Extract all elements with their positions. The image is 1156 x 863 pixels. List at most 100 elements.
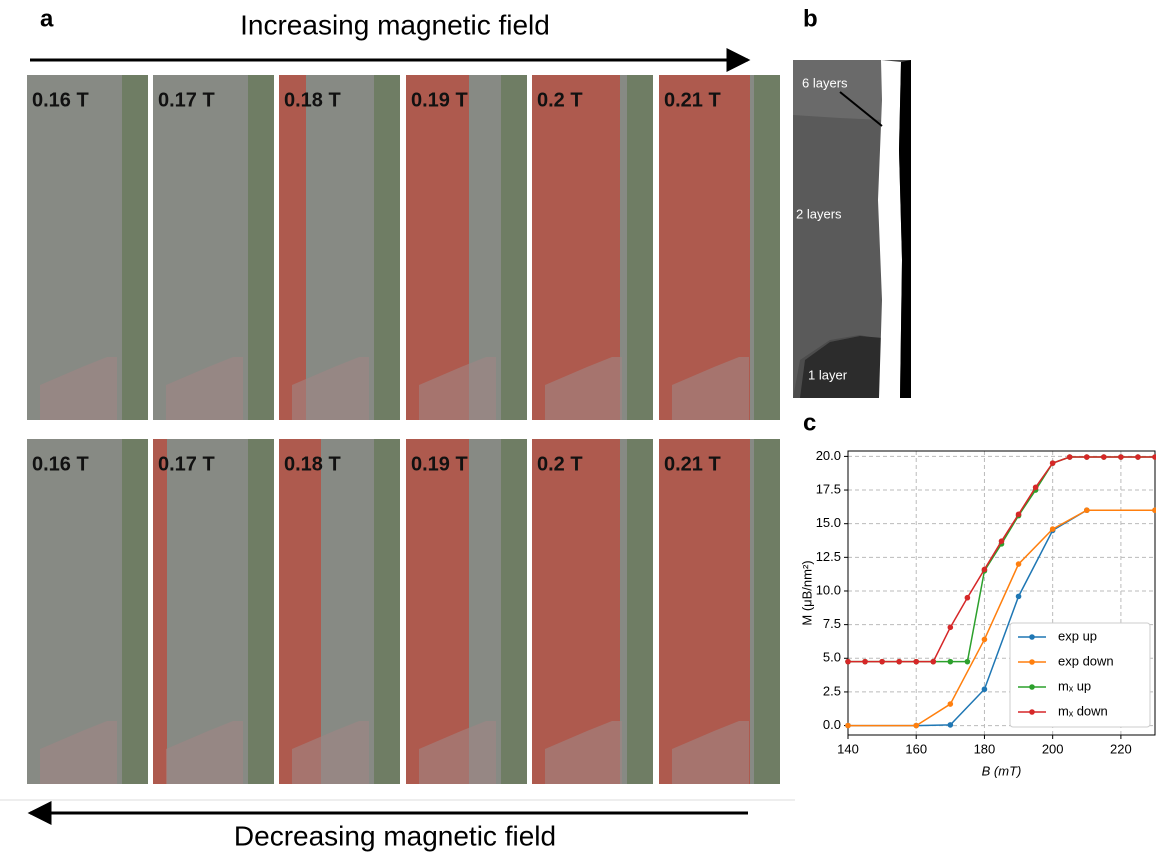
- patch: [419, 721, 496, 784]
- patch: [292, 721, 369, 784]
- legend-dot: [1029, 659, 1035, 665]
- legend: [1009, 622, 1151, 728]
- point: [981, 636, 988, 643]
- field-label: 0.16 T: [32, 89, 89, 111]
- field-label: 0.18 T: [284, 89, 341, 111]
- patch: [166, 721, 243, 784]
- patch: [419, 357, 496, 420]
- point: [1015, 593, 1022, 600]
- legend-label: mₓ up: [1058, 678, 1091, 693]
- patch: [672, 721, 749, 784]
- y-tick-label: 12.5: [816, 549, 841, 564]
- stripe: [754, 75, 780, 420]
- layer-image: [793, 60, 911, 398]
- point: [1083, 507, 1090, 514]
- patch: [545, 357, 622, 420]
- point: [879, 658, 885, 665]
- x-tick-label: 220: [1110, 741, 1132, 756]
- point: [1118, 454, 1124, 460]
- stripe: [248, 439, 274, 784]
- point: [1101, 454, 1107, 460]
- point: [947, 658, 954, 665]
- point: [862, 658, 868, 665]
- point: [947, 701, 954, 707]
- y-tick-label: 20.0: [816, 448, 841, 463]
- stripe: [122, 439, 148, 784]
- field-label: 0.18 T: [284, 453, 341, 475]
- stripe: [374, 75, 400, 420]
- patch: [545, 721, 622, 784]
- point: [947, 722, 954, 728]
- point: [1049, 460, 1056, 466]
- y-tick-label: 10.0: [816, 582, 841, 597]
- stripe: [754, 439, 780, 784]
- point: [964, 658, 971, 665]
- panel-label: a: [40, 5, 54, 32]
- field-label: 0.2 T: [537, 453, 583, 475]
- stripe: [627, 439, 653, 784]
- point: [947, 624, 954, 631]
- field-label: 0.21 T: [664, 89, 721, 111]
- point: [981, 566, 988, 573]
- legend-dot: [1029, 684, 1035, 690]
- legend-label: mₓ down: [1058, 703, 1108, 718]
- legend-dot: [1029, 634, 1035, 640]
- plot-frame: [847, 450, 1156, 736]
- y-tick-label: 5.0: [823, 650, 841, 665]
- stripe: [627, 75, 653, 420]
- legend-dot: [1029, 709, 1035, 715]
- point: [1015, 511, 1022, 518]
- domain: [279, 439, 321, 784]
- point: [1083, 454, 1090, 460]
- point: [845, 722, 851, 729]
- point: [845, 658, 851, 665]
- x-tick-label: 140: [837, 741, 859, 756]
- domain: [153, 439, 167, 784]
- legend-label: exp down: [1058, 653, 1114, 668]
- point: [1152, 454, 1156, 460]
- field-label: 0.17 T: [158, 453, 215, 475]
- arrow-caption: Decreasing magnetic field: [234, 820, 556, 851]
- patch: [40, 357, 117, 420]
- y-axis-label: M (μB/nm²): [799, 560, 814, 625]
- arrow-caption: Increasing magnetic field: [240, 9, 550, 40]
- point: [1049, 526, 1056, 532]
- field-label: 0.21 T: [664, 453, 721, 475]
- field-label: 0.19 T: [411, 89, 468, 111]
- field-label: 0.19 T: [411, 453, 468, 475]
- y-tick-label: 2.5: [823, 683, 841, 698]
- domain: [406, 439, 469, 784]
- x-tick-label: 200: [1042, 741, 1064, 756]
- point: [1152, 507, 1156, 514]
- point: [896, 658, 902, 665]
- x-tick-label: 160: [905, 741, 927, 756]
- y-tick-label: 15.0: [816, 515, 841, 530]
- field-label: 0.17 T: [158, 89, 215, 111]
- patch: [672, 357, 749, 420]
- point: [913, 722, 920, 729]
- patch: [166, 357, 243, 420]
- stripe: [501, 75, 527, 420]
- point: [1015, 561, 1022, 567]
- annotation: 1 layer: [808, 367, 848, 382]
- y-tick-label: 0.0: [823, 717, 841, 732]
- point: [1066, 454, 1073, 460]
- point: [1032, 484, 1039, 491]
- panel-label: c: [803, 409, 816, 436]
- patch: [40, 721, 117, 784]
- field-label: 0.16 T: [32, 453, 89, 475]
- point: [930, 658, 937, 665]
- patch: [292, 357, 369, 420]
- domain: [406, 75, 469, 420]
- annotation: 6 layers: [802, 75, 848, 90]
- y-tick-label: 17.5: [816, 481, 841, 496]
- stripe: [374, 439, 400, 784]
- series-line: [848, 509, 1155, 727]
- point: [1135, 454, 1141, 460]
- point: [998, 538, 1005, 544]
- point: [913, 658, 920, 665]
- panel-label: b: [803, 5, 818, 32]
- y-tick-label: 7.5: [823, 616, 841, 631]
- field-label: 0.2 T: [537, 89, 583, 111]
